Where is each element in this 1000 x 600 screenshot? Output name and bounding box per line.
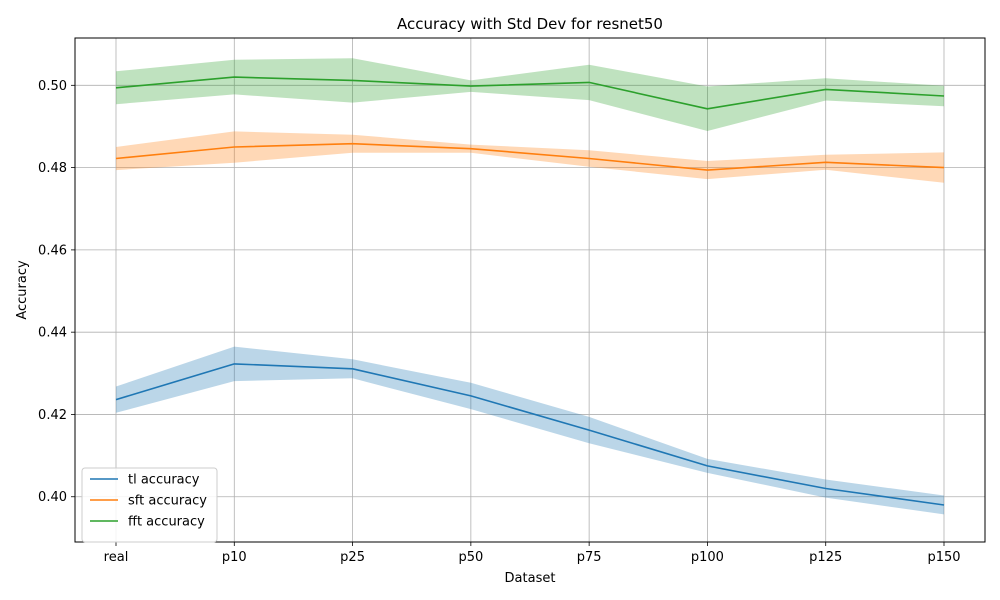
x-axis-label: Dataset xyxy=(505,571,556,586)
y-tick-label: 0.40 xyxy=(38,490,67,505)
series-lines xyxy=(115,76,945,506)
series-line xyxy=(115,76,945,110)
x-tick-label: p75 xyxy=(577,550,602,565)
plot-frame xyxy=(74,37,986,543)
y-axis-label: Accuracy xyxy=(15,260,30,320)
x-axis-ticks: real p10 p25 p50 p75 p100 p125 p150 xyxy=(104,542,961,565)
legend-label: sft accuracy xyxy=(128,494,207,509)
legend: tl accuracy sft accuracy fft accuracy xyxy=(81,467,218,543)
legend-label: fft accuracy xyxy=(128,515,205,530)
grid xyxy=(75,38,985,542)
std-band xyxy=(116,346,944,515)
x-tick-label: p25 xyxy=(340,550,365,565)
y-tick-label: 0.50 xyxy=(38,79,67,94)
x-tick-label: real xyxy=(104,550,129,565)
series-line xyxy=(115,142,945,171)
series-line xyxy=(115,363,945,506)
x-tick-label: p50 xyxy=(458,550,483,565)
x-tick-label: p125 xyxy=(809,550,842,565)
legend-label: tl accuracy xyxy=(128,473,200,488)
y-tick-label: 0.48 xyxy=(38,161,67,176)
legend-box xyxy=(81,467,218,543)
y-axis-ticks: 0.40 0.42 0.44 0.46 0.48 0.50 xyxy=(38,79,75,505)
y-tick-label: 0.46 xyxy=(38,243,67,258)
x-tick-label: p10 xyxy=(222,550,247,565)
std-band xyxy=(116,58,944,132)
std-bands xyxy=(116,58,944,515)
chart-title: Accuracy with Std Dev for resnet50 xyxy=(397,15,663,33)
y-tick-label: 0.44 xyxy=(38,326,67,341)
std-band xyxy=(116,131,944,183)
x-tick-label: p100 xyxy=(691,550,724,565)
x-tick-label: p150 xyxy=(927,550,960,565)
y-tick-label: 0.42 xyxy=(38,408,67,423)
